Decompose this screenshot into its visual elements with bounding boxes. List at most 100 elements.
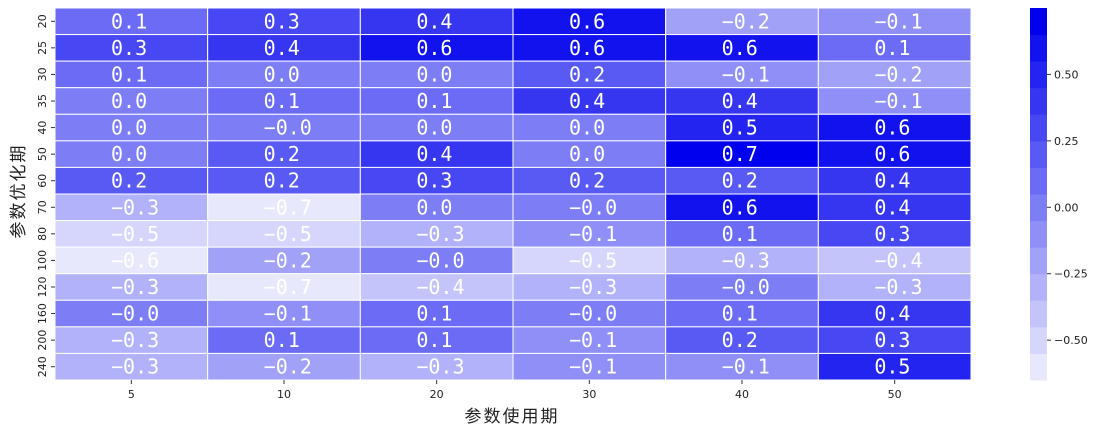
colorbar-segment (1030, 8, 1047, 36)
heatmap-cell (512, 352, 667, 381)
colorbar-segment (1030, 167, 1047, 195)
colorbar-segment (1030, 353, 1047, 381)
heatmap-cell-label: 0.0 (264, 62, 300, 86)
heatmap-cell-label: 0.0 (111, 142, 147, 166)
heatmap-cell-label: −0.1 (722, 355, 770, 379)
heatmap-cell (54, 273, 209, 301)
y-tick-label: 50 (36, 147, 49, 161)
heatmap-cell (817, 299, 972, 328)
heatmap-cell (512, 87, 667, 115)
heatmap-cell-label: −0.0 (722, 275, 770, 299)
heatmap-cell (512, 273, 667, 301)
heatmap-cell-label: 0.4 (722, 89, 758, 113)
heatmap-cell (665, 193, 819, 222)
heatmap-cell (512, 299, 667, 328)
heatmap-cell-label: 0.2 (722, 328, 758, 352)
heatmap-cell-label: 0.1 (416, 328, 452, 352)
heatmap-cell (359, 87, 514, 115)
colorbar-tick-label: 0.00 (1054, 201, 1079, 214)
colorbar-ticks: −0.50 −0.25 0.00 0.25 0.50 (1047, 68, 1088, 347)
heatmap-cell-label: −0.3 (111, 328, 159, 352)
heatmap-cell-label: −0.2 (874, 62, 922, 86)
heatmap-cell-label: 0.3 (111, 36, 147, 60)
heatmap-cell-label: −0.3 (111, 355, 159, 379)
y-axis-ticks: 20 25 30 35 40 50 60 70 80 100 120 160 200 240 (36, 14, 55, 377)
heatmap-cell (817, 352, 972, 381)
heatmap-cell-label: 0.1 (722, 302, 758, 326)
y-tick-label: 40 (36, 121, 49, 135)
heatmap-cell-label: 0.4 (416, 9, 452, 33)
y-tick-label: 70 (36, 200, 49, 214)
heatmap-cell-label: −0.1 (264, 302, 312, 326)
heatmap-cell-label: −0.3 (569, 275, 617, 299)
heatmap-cell (207, 299, 361, 328)
heatmap-cell (207, 326, 361, 354)
colorbar-tick-label: 0.25 (1054, 135, 1079, 148)
heatmap-cell-label: 0.1 (264, 89, 300, 113)
x-tick-label: 10 (277, 388, 291, 401)
heatmap-cell (512, 60, 667, 89)
heatmap-cell-label: −0.5 (264, 222, 312, 246)
heatmap-cell (359, 299, 514, 328)
heatmap-cell-label: −0.0 (111, 302, 159, 326)
heatmap-cell-label: −0.2 (264, 355, 312, 379)
heatmap-cell-label: 0.2 (722, 169, 758, 193)
heatmap-cell (359, 166, 514, 195)
y-tick-label: 80 (36, 227, 49, 241)
heatmap-cell-label: −0.1 (874, 9, 922, 33)
heatmap-cell-label: −0.0 (569, 195, 617, 219)
y-tick-label: 60 (36, 174, 49, 188)
heatmap-cell (665, 246, 819, 275)
heatmap-cell-label: 0.4 (416, 142, 452, 166)
heatmap-cell (207, 7, 361, 36)
heatmap-cell (817, 7, 972, 36)
colorbar-segment (1030, 34, 1047, 62)
x-tick-label: 40 (735, 388, 749, 401)
heatmap-cell (817, 273, 972, 301)
heatmap-cell (665, 60, 819, 89)
heatmap-cell (817, 326, 972, 354)
heatmap-cell (817, 140, 972, 168)
heatmap-cell-label: 0.0 (111, 89, 147, 113)
heatmap-cell (54, 193, 209, 222)
heatmap-cell (817, 113, 972, 142)
y-tick-label: 120 (36, 277, 49, 298)
heatmap-cell-label: −0.3 (111, 275, 159, 299)
heatmap-cell-label: −0.1 (874, 89, 922, 113)
heatmap-cell (512, 166, 667, 195)
heatmap-cell (817, 87, 972, 115)
x-tick-label: 20 (430, 388, 444, 401)
heatmap-cell-label: 0.0 (569, 142, 605, 166)
heatmap-cell-label: 0.0 (416, 116, 452, 140)
heatmap-cell-label: −0.7 (264, 275, 312, 299)
heatmap-cell (54, 220, 209, 248)
heatmap-cell-label: −0.1 (569, 328, 617, 352)
y-tick-label: 20 (36, 14, 49, 28)
heatmap-cell (207, 60, 361, 89)
heatmap-cell-label: 0.1 (416, 89, 452, 113)
heatmap-cell-label: −0.1 (569, 222, 617, 246)
heatmap-cell-label: 0.1 (111, 9, 147, 33)
heatmap-cell-label: 0.1 (416, 302, 452, 326)
heatmap-cell-label: 0.2 (111, 169, 147, 193)
colorbar-segment (1030, 114, 1047, 142)
heatmap-cell (54, 326, 209, 354)
heatmap-cell (512, 326, 667, 354)
heatmap-cell (54, 7, 209, 36)
heatmap-cell-labels: 0.1 0.3 0.4 0.6 −0.2 −0.10.3 0.4 0.6 0.6 0.6 0.10.… (111, 9, 923, 378)
heatmap-cell-label: 0.5 (722, 116, 758, 140)
heatmap-cell (665, 87, 819, 115)
heatmap-cell-label: −0.0 (416, 248, 464, 272)
colorbar-segment (1030, 326, 1047, 354)
heatmap-cell-label: 0.0 (416, 195, 452, 219)
heatmap-cell-label: 0.0 (111, 116, 147, 140)
heatmap-cell-label: −0.0 (264, 116, 312, 140)
heatmap-cell (54, 166, 209, 195)
heatmap-cell-label: −0.2 (722, 9, 770, 33)
heatmap-cell-label: 0.2 (264, 169, 300, 193)
heatmap-cell (817, 193, 972, 222)
heatmap-cell-label: −0.1 (569, 355, 617, 379)
heatmap-cell (665, 352, 819, 381)
heatmap-cell-label: −0.3 (874, 275, 922, 299)
heatmap-cell (54, 352, 209, 381)
